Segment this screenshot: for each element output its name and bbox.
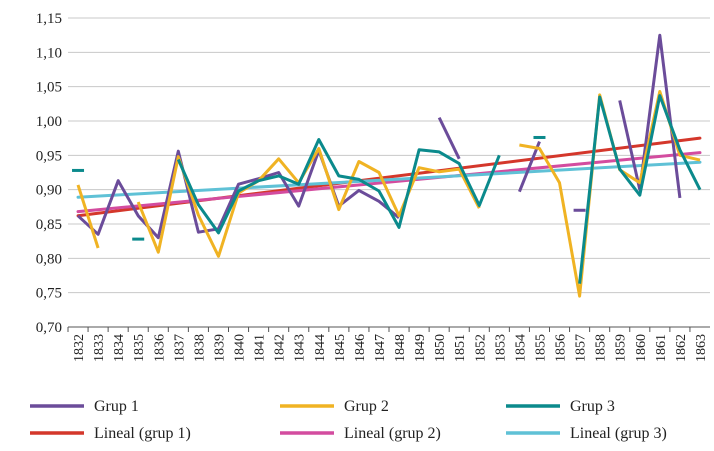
trend-line-2	[76, 151, 702, 214]
trend-line-3	[76, 160, 702, 199]
series-segment	[618, 33, 682, 199]
legend-item: Lineal (grup 1)	[30, 425, 191, 442]
x-tick-label: 1837	[172, 334, 187, 362]
x-tick-label: 1849	[413, 334, 428, 362]
y-tick-label: 1,15	[36, 11, 62, 27]
x-tick-label: 1856	[554, 334, 569, 362]
x-tick-label: 1858	[594, 334, 609, 362]
x-tick-label: 1836	[152, 334, 167, 362]
trend-lines	[76, 136, 702, 218]
x-tick-label: 1862	[674, 334, 689, 362]
series-segment	[437, 116, 461, 160]
legend-label: Grup 3	[570, 398, 615, 415]
series-segment	[76, 184, 100, 249]
series-segment	[136, 147, 481, 258]
y-tick-label: 0,95	[36, 148, 62, 164]
x-tick-label: 1845	[333, 334, 348, 362]
legend-label: Grup 1	[94, 398, 139, 415]
legend-item: Lineal (grup 2)	[280, 425, 441, 442]
x-tick-label: 1844	[313, 334, 328, 362]
series-segment	[518, 141, 541, 193]
x-tick-label: 1857	[574, 334, 589, 362]
series-grup-1	[76, 33, 682, 240]
legend-label: Lineal (grup 2)	[344, 425, 441, 442]
data-series	[72, 33, 702, 298]
x-tick-label: 1853	[493, 334, 508, 362]
x-tick-label: 1848	[393, 334, 408, 362]
legend-item: Grup 1	[30, 398, 139, 415]
x-tick-label: 1855	[533, 334, 548, 362]
series-segment	[76, 149, 400, 240]
x-tick-label: 1863	[694, 334, 709, 362]
y-tick-label: 0,75	[36, 286, 62, 302]
series-segment	[519, 90, 701, 298]
legend-item: Lineal (grup 3)	[506, 425, 667, 442]
x-tick-label: 1833	[92, 334, 107, 362]
legend-item: Grup 2	[280, 398, 389, 415]
x-tick-label: 1842	[273, 334, 288, 362]
x-tick-label: 1852	[473, 334, 488, 362]
y-tick-label: 0,90	[36, 183, 62, 199]
x-tick-label: 1841	[253, 334, 268, 362]
x-tick-label: 1846	[353, 334, 368, 362]
y-tick-label: 0,70	[36, 320, 62, 336]
legend-label: Grup 2	[344, 398, 389, 415]
x-tick-label: 1861	[654, 334, 669, 362]
legend-label: Lineal (grup 3)	[570, 425, 667, 442]
legend-item: Grup 3	[506, 398, 615, 415]
x-tick-label: 1832	[72, 334, 87, 362]
x-tick-label: 1851	[453, 334, 468, 362]
legend-label: Lineal (grup 1)	[94, 425, 191, 442]
series-grup-3	[72, 94, 702, 284]
series-segment	[176, 138, 501, 235]
series-segment	[578, 94, 702, 284]
gridlines	[68, 17, 710, 294]
x-tick-label: 1854	[513, 334, 528, 362]
x-tick-label: 1834	[112, 334, 127, 362]
y-tick-label: 0,85	[36, 217, 62, 233]
x-tick-label: 1843	[293, 334, 308, 362]
legend: Grup 1 Grup 2 Grup 3 Lineal (grup 1) Lineal …	[30, 398, 667, 442]
x-tick-label: 1847	[373, 334, 388, 362]
x-tick-label: 1859	[614, 334, 629, 362]
y-tick-label: 1,05	[36, 80, 62, 96]
y-tick-label: 0,80	[36, 251, 62, 267]
y-tick-label: 1,00	[36, 114, 62, 130]
x-tick-label: 1840	[233, 334, 248, 362]
x-tick-label: 1838	[192, 334, 207, 362]
y-tick-label: 1,10	[36, 45, 62, 61]
x-tick-label: 1860	[634, 334, 649, 362]
x-axis-ticks: 1832 1833 1834 1835 1836 1837 1838 1839 1840 1841…	[67, 327, 709, 362]
x-tick-label: 1839	[212, 334, 227, 362]
x-tick-label: 1835	[132, 334, 147, 362]
x-tick-label: 1850	[433, 334, 448, 362]
y-axis-ticks: 0,70 0,75 0,80 0,85 0,90 0,95 1,00 1,05 1,10 1,15	[36, 11, 62, 336]
